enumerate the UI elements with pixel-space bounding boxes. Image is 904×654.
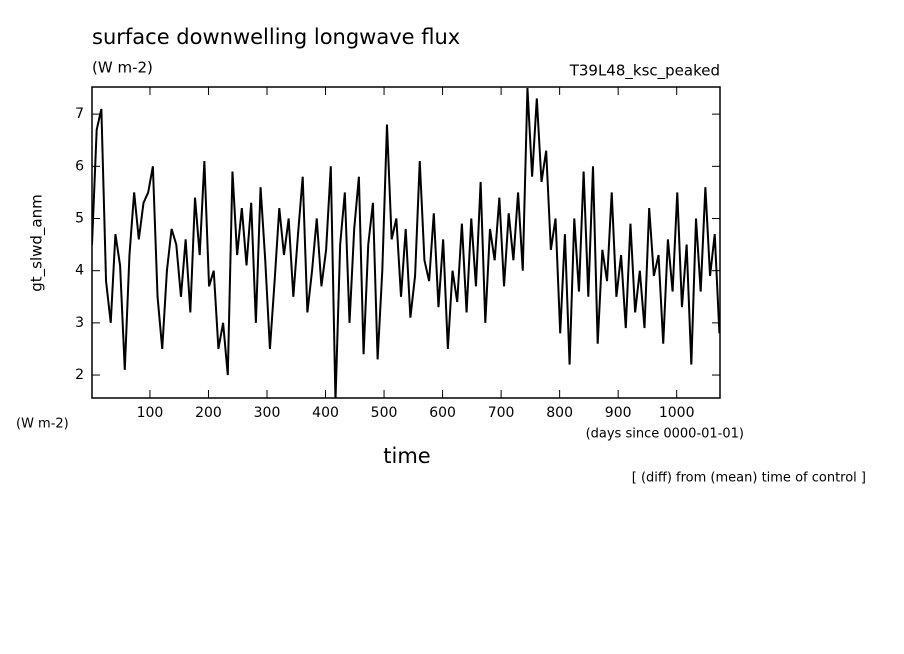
x-tick-label: 600	[429, 405, 456, 421]
y-tick-label: 3	[75, 315, 84, 331]
y-tick-label: 5	[75, 210, 84, 226]
y-axis-label: gt_slwd_anm	[28, 194, 47, 292]
chart-title: surface downwelling longwave flux	[92, 25, 460, 49]
run-label: T39L48_ksc_peaked	[569, 62, 720, 81]
y-units: (W m-2)	[16, 417, 69, 432]
x-tick-label: 400	[312, 405, 339, 421]
x-tick-label: 500	[371, 405, 398, 421]
x-tick-label: 1000	[659, 405, 695, 421]
y-tick-label: 6	[75, 158, 84, 174]
x-tick-label: 700	[488, 405, 515, 421]
x-units: (days since 0000-01-01)	[586, 427, 744, 442]
plot-frame	[91, 86, 721, 399]
y-tick-label: 4	[75, 263, 84, 279]
plot-area	[92, 87, 720, 398]
y-tick-label: 2	[75, 367, 84, 383]
x-tick-label: 300	[254, 405, 281, 421]
data-line	[92, 87, 720, 398]
x-tick-label: 800	[546, 405, 573, 421]
annotation: [ (diff) from (mean) time of control ]	[632, 471, 866, 486]
x-tick-label: 900	[605, 405, 632, 421]
y-tick-label: 7	[75, 106, 84, 122]
subtitle: (W m-2)	[92, 59, 153, 77]
x-tick-label: 100	[137, 405, 164, 421]
x-axis-label: time	[383, 444, 430, 468]
x-tick-label: 200	[195, 405, 222, 421]
